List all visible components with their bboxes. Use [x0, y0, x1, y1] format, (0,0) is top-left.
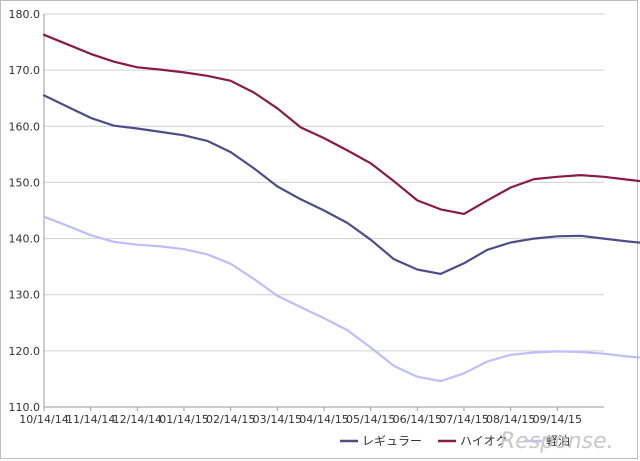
y-tick-label: 130.0 [9, 289, 41, 302]
x-tick-label: 03/14/15 [253, 413, 302, 426]
legend-label: レギュラー [362, 434, 422, 448]
y-tick-label: 180.0 [9, 8, 41, 21]
y-tick-label: 110.0 [9, 401, 41, 414]
series-line [42, 33, 640, 215]
legend: レギュラー ハイオク 軽油 [340, 434, 570, 448]
x-tick-label: 01/14/15 [159, 413, 208, 426]
x-tick-label: 10/14/14 [19, 413, 68, 426]
x-tick-label: 02/14/15 [206, 413, 255, 426]
y-tick-label: 140.0 [9, 233, 41, 246]
x-tick-label: 12/14/14 [113, 413, 162, 426]
x-tick-label: 06/14/15 [393, 413, 442, 426]
x-tick-label: 05/14/15 [346, 413, 395, 426]
x-tick-label: 04/14/15 [299, 413, 348, 426]
y-tick-label: 150.0 [9, 176, 41, 189]
y-tick-label: 120.0 [9, 345, 41, 358]
x-tick-label: 09/14/15 [533, 413, 582, 426]
x-axis-tick-labels: 10/14/1411/14/1412/14/1401/14/1502/14/15… [19, 413, 582, 426]
y-tick-label: 160.0 [9, 120, 41, 133]
watermark: Response. [500, 429, 614, 454]
series-line [42, 215, 640, 383]
x-tick-label: 11/14/14 [66, 413, 115, 426]
series-line [42, 94, 640, 275]
y-axis-tick-labels: 110.0 120.0 130.0 140.0 150.0 160.0 170.0 180.0 [9, 8, 41, 414]
x-tick-label: 08/14/15 [486, 413, 535, 426]
series-lines [42, 33, 640, 383]
watermark-text: Response. [500, 429, 614, 454]
x-tick-label: 07/14/15 [439, 413, 488, 426]
y-tick-label: 170.0 [9, 64, 41, 77]
legend-label: 軽油 [546, 434, 570, 448]
axes [43, 14, 604, 411]
legend-label: ハイオク [460, 434, 508, 448]
